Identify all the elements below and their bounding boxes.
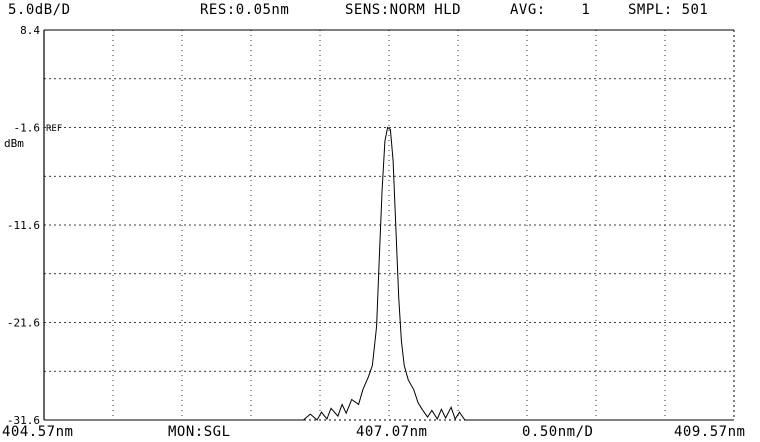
resolution-readout: RES:0.05nm: [200, 2, 290, 18]
stop-wavelength: 409.57nm: [674, 424, 746, 440]
span-per-division: 0.50nm/D: [522, 424, 594, 440]
plot-grid: [43, 29, 735, 421]
monitor-mode: MON:SGL: [168, 424, 231, 440]
y-tick-labels: 8.4 -1.6 -11.6 -21.6 -31.6: [7, 24, 40, 427]
sampling-readout: SMPL: 501: [628, 2, 709, 18]
y-tick-label: -31.6: [7, 414, 40, 427]
spectrum-trace: [44, 126, 734, 421]
y-tick-label: -21.6: [7, 317, 40, 330]
center-wavelength: 407.07nm: [356, 424, 428, 440]
y-tick-label: -1.6: [14, 122, 41, 135]
y-unit-label: dBm: [4, 137, 24, 150]
ref-marker: REF: [46, 124, 62, 134]
y-tick-label: -11.6: [7, 219, 40, 232]
scale-readout: 5.0dB/D: [8, 2, 71, 18]
sensitivity-readout: SENS:NORM HLD: [345, 2, 462, 18]
start-wavelength: 404.57nm: [2, 424, 74, 440]
y-tick-label: 8.4: [20, 24, 40, 37]
average-readout: AVG: 1: [510, 2, 591, 18]
